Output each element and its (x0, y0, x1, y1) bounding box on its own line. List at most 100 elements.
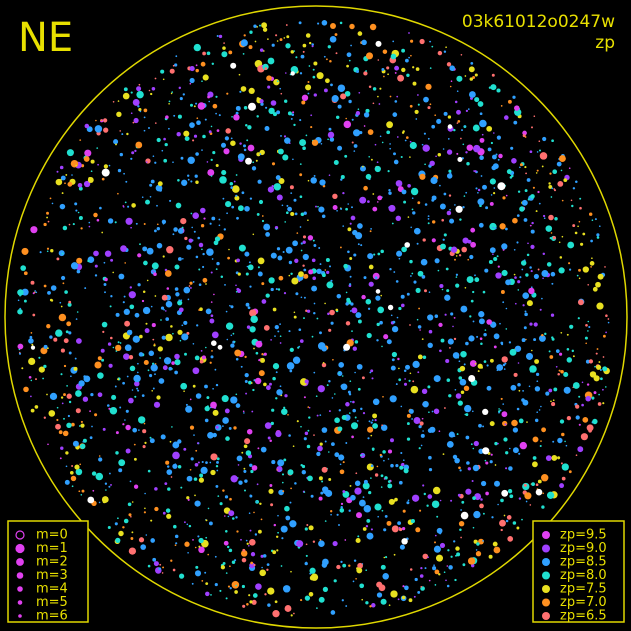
star (338, 524, 340, 526)
star (465, 151, 468, 154)
star (400, 155, 403, 159)
star (257, 447, 260, 450)
star (215, 268, 218, 271)
star (177, 329, 183, 335)
star (161, 572, 164, 574)
bright-star (375, 289, 381, 294)
star (403, 369, 407, 373)
star (436, 118, 442, 124)
star (572, 355, 575, 358)
star (589, 212, 593, 216)
star (498, 411, 500, 414)
star (118, 468, 123, 473)
star (120, 245, 127, 252)
star (345, 605, 348, 607)
star (461, 246, 467, 253)
star (597, 273, 604, 280)
star (219, 502, 223, 506)
magnitude-label: m=3 (36, 568, 68, 583)
star (107, 342, 112, 346)
star (442, 238, 445, 241)
star (151, 87, 156, 91)
star (293, 198, 297, 202)
star (249, 285, 252, 288)
star (487, 147, 492, 152)
star (82, 396, 89, 402)
star (194, 462, 199, 467)
star (407, 216, 410, 218)
star (74, 357, 77, 360)
star (376, 581, 383, 588)
star (374, 473, 379, 477)
star (489, 201, 494, 206)
star (74, 202, 78, 206)
star (293, 612, 295, 615)
star (389, 95, 392, 98)
star (524, 189, 528, 193)
star (551, 402, 556, 407)
star (460, 536, 462, 539)
star (59, 165, 64, 170)
star (154, 295, 157, 297)
star (177, 114, 182, 119)
star (434, 541, 436, 544)
star (228, 50, 233, 55)
star (513, 273, 516, 276)
star (532, 436, 539, 443)
star (548, 388, 553, 393)
star (408, 32, 410, 34)
star (285, 24, 288, 26)
star (165, 300, 173, 308)
star (502, 420, 508, 427)
star (589, 371, 597, 378)
star (148, 89, 151, 92)
star (209, 461, 212, 464)
star (211, 258, 214, 260)
star (530, 194, 535, 199)
star (410, 187, 419, 196)
star (222, 417, 229, 424)
star (80, 443, 86, 449)
star (489, 358, 494, 363)
star (383, 556, 386, 559)
star (229, 497, 232, 501)
star (394, 65, 400, 71)
star (466, 276, 474, 284)
star (392, 40, 395, 43)
star (523, 259, 526, 262)
star (154, 506, 159, 512)
star (348, 393, 352, 396)
star (300, 599, 303, 602)
star (165, 310, 167, 312)
star (42, 377, 44, 380)
star (196, 324, 199, 327)
magnitude-label: m=2 (36, 555, 68, 570)
star (592, 418, 598, 425)
star (222, 561, 226, 565)
star (189, 66, 195, 72)
star (220, 275, 224, 279)
star (382, 49, 388, 54)
star (196, 442, 199, 445)
star (531, 126, 533, 129)
star (276, 110, 281, 115)
star (142, 246, 148, 252)
star (337, 145, 343, 151)
star (201, 460, 204, 464)
star (112, 346, 115, 349)
star (67, 414, 71, 418)
star (306, 444, 311, 449)
star (401, 595, 406, 600)
star (578, 277, 581, 280)
star (585, 342, 587, 345)
star (75, 164, 78, 167)
star (410, 54, 412, 57)
star (307, 406, 310, 408)
star (138, 416, 146, 424)
star (566, 348, 570, 351)
star (245, 539, 248, 542)
star (79, 139, 82, 141)
star (427, 215, 430, 218)
star (290, 192, 293, 194)
star (552, 440, 555, 443)
